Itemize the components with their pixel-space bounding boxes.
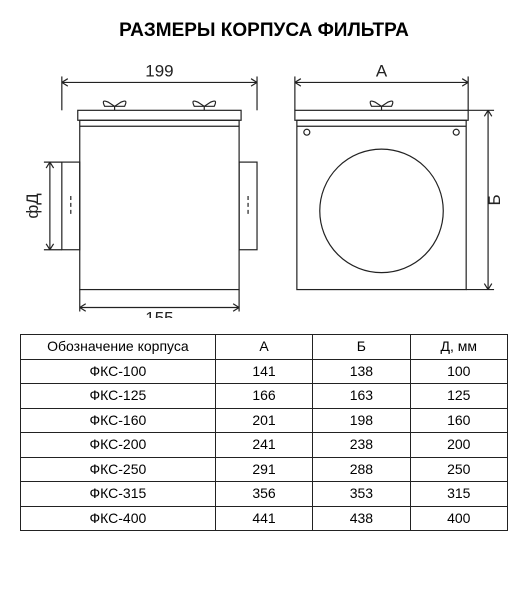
table-row: ФКС-160201198160 (21, 408, 508, 433)
table-row: ФКС-400441438400 (21, 506, 508, 531)
table-cell: 315 (410, 482, 507, 507)
table-cell: 441 (215, 506, 312, 531)
table-row: ФКС-125166163125 (21, 384, 508, 409)
table-cell: 241 (215, 433, 312, 458)
table-cell: ФКС-160 (21, 408, 216, 433)
table-cell: 288 (313, 457, 410, 482)
table-cell: 238 (313, 433, 410, 458)
table-cell: ФКС-200 (21, 433, 216, 458)
table-row: ФКС-315356353315 (21, 482, 508, 507)
table-cell: 201 (215, 408, 312, 433)
table-cell: 141 (215, 359, 312, 384)
table-cell: ФКС-250 (21, 457, 216, 482)
table-header: Б (313, 335, 410, 360)
table-cell: 291 (215, 457, 312, 482)
table-cell: ФКС-125 (21, 384, 216, 409)
table-cell: 356 (215, 482, 312, 507)
table-cell: ФКС-100 (21, 359, 216, 384)
table-cell: 400 (410, 506, 507, 531)
table-cell: 160 (410, 408, 507, 433)
table-cell: 198 (313, 408, 410, 433)
table-cell: ФКС-400 (21, 506, 216, 531)
page-title: РАЗМЕРЫ КОРПУСА ФИЛЬТРА (20, 20, 508, 42)
table-row: ФКС-100141138100 (21, 359, 508, 384)
table-cell: ФКС-315 (21, 482, 216, 507)
table-cell: 166 (215, 384, 312, 409)
table-cell: 250 (410, 457, 507, 482)
table-cell: 163 (313, 384, 410, 409)
table-cell: 138 (313, 359, 410, 384)
table-cell: 125 (410, 384, 507, 409)
table-header: А (215, 335, 312, 360)
table-cell: 200 (410, 433, 507, 458)
svg-text:155: 155 (145, 308, 173, 318)
dimension-diagram: 199 155 фД А Б (20, 56, 508, 318)
table-header: Обозначение корпуса (21, 335, 216, 360)
table-row: ФКС-250291288250 (21, 457, 508, 482)
svg-text:фД: фД (23, 193, 42, 219)
table-header: Д, мм (410, 335, 507, 360)
svg-text:А: А (376, 61, 388, 80)
svg-text:199: 199 (145, 61, 173, 80)
svg-text:Б: Б (485, 194, 504, 205)
dimensions-table: Обозначение корпусаАБД, мм ФКС-100141138… (20, 334, 508, 531)
table-cell: 438 (313, 506, 410, 531)
table-cell: 353 (313, 482, 410, 507)
table-row: ФКС-200241238200 (21, 433, 508, 458)
table-cell: 100 (410, 359, 507, 384)
